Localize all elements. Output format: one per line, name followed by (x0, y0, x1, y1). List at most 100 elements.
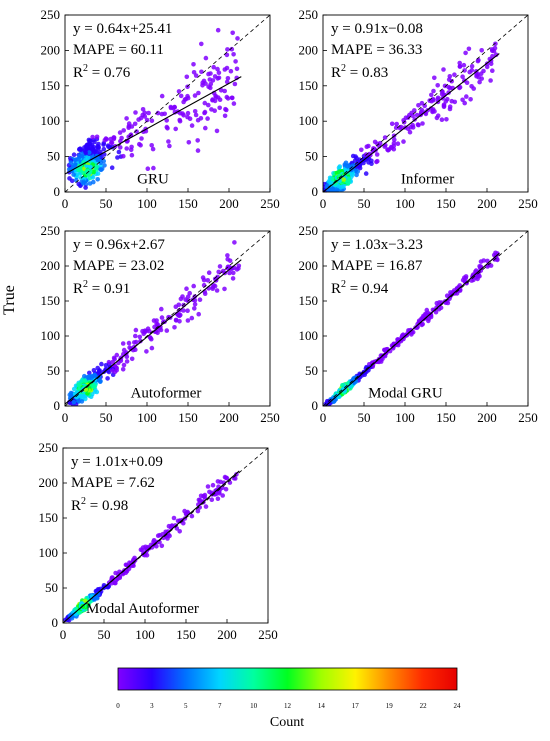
data-point (149, 345, 155, 351)
data-point (437, 300, 442, 305)
colorbar-tick-label: 12 (284, 702, 292, 710)
data-point (68, 160, 74, 165)
data-point (218, 88, 224, 93)
data-point (102, 163, 107, 168)
data-point (129, 152, 135, 158)
equation-label: y = 0.96x+2.67 (73, 237, 165, 253)
data-point (101, 142, 106, 147)
data-point (469, 84, 474, 89)
data-point (214, 288, 220, 293)
data-point (399, 335, 405, 341)
y-tick-label: 150 (41, 293, 61, 308)
data-point (139, 547, 145, 553)
mape-label: MAPE = 16.87 (331, 258, 423, 274)
data-point (191, 62, 196, 67)
data-point (216, 269, 221, 275)
data-point (392, 137, 397, 142)
data-point (329, 188, 335, 192)
data-point (464, 94, 469, 99)
data-point (165, 126, 170, 131)
data-point (149, 545, 155, 550)
data-point (147, 335, 153, 340)
x-tick-label: 200 (477, 196, 497, 211)
data-point (428, 106, 434, 111)
x-tick-label: 0 (62, 410, 69, 425)
data-point (198, 493, 204, 499)
data-point (396, 338, 401, 343)
x-tick-label: 100 (395, 410, 415, 425)
data-point (217, 97, 223, 102)
data-point (133, 339, 139, 345)
x-tick-label: 50 (98, 627, 111, 642)
data-point (495, 251, 500, 256)
data-point (418, 109, 424, 115)
data-point (132, 121, 138, 127)
data-point (82, 373, 87, 379)
data-point (95, 587, 101, 592)
data-point (195, 508, 201, 514)
data-point (167, 143, 172, 149)
x-tick-label: 250 (518, 196, 538, 211)
data-point (71, 172, 76, 177)
data-point (173, 304, 179, 310)
data-point (199, 69, 204, 75)
data-point (460, 97, 465, 103)
data-point (95, 365, 100, 371)
data-point (178, 296, 184, 302)
data-point (201, 277, 207, 283)
data-point (81, 181, 86, 186)
data-point (101, 146, 107, 152)
data-point (438, 305, 444, 311)
data-point (203, 55, 209, 61)
data-point (416, 122, 421, 128)
data-point (197, 297, 203, 303)
data-point (131, 563, 136, 568)
data-point (140, 107, 146, 112)
data-point (181, 520, 186, 526)
data-point (87, 370, 92, 376)
data-point (124, 562, 129, 568)
y-tick-label: 250 (299, 7, 319, 22)
data-point (124, 354, 130, 360)
data-point (394, 121, 400, 127)
data-point (209, 107, 214, 112)
data-point (205, 484, 211, 489)
y-tick-label: 200 (39, 475, 59, 490)
data-point (129, 356, 135, 362)
data-point (116, 149, 122, 155)
x-tick-label: 0 (320, 410, 327, 425)
data-point (410, 125, 416, 130)
data-point (168, 104, 174, 110)
data-point (435, 83, 441, 88)
data-point (223, 475, 229, 481)
data-point (441, 67, 446, 72)
data-point (76, 181, 81, 187)
data-point (113, 580, 118, 586)
data-point (120, 341, 126, 346)
data-point (395, 342, 401, 348)
colorbar-tick-label: 22 (420, 702, 428, 710)
data-point (479, 48, 485, 53)
data-point (166, 139, 171, 144)
data-point (67, 392, 73, 398)
data-point (185, 114, 190, 120)
colorbar-tick-label: 5 (184, 702, 188, 710)
data-point (325, 400, 331, 406)
data-point (196, 90, 201, 96)
data-point (159, 306, 164, 312)
data-point (79, 153, 85, 159)
data-point (430, 96, 436, 102)
data-point (196, 311, 201, 317)
data-point (403, 115, 409, 120)
data-point (73, 157, 78, 162)
scatter-panel: 0 50 100 150 200 250 0 50 100 150 200 250 y = 1.03x−… (299, 223, 538, 425)
data-point (409, 110, 414, 116)
data-point (389, 121, 395, 127)
data-point (233, 59, 238, 64)
data-point (154, 318, 159, 323)
data-point (111, 355, 117, 361)
data-point (133, 110, 138, 115)
data-point (177, 319, 182, 324)
identity-line (65, 15, 270, 192)
colorbar-tick-label: 3 (150, 702, 154, 710)
